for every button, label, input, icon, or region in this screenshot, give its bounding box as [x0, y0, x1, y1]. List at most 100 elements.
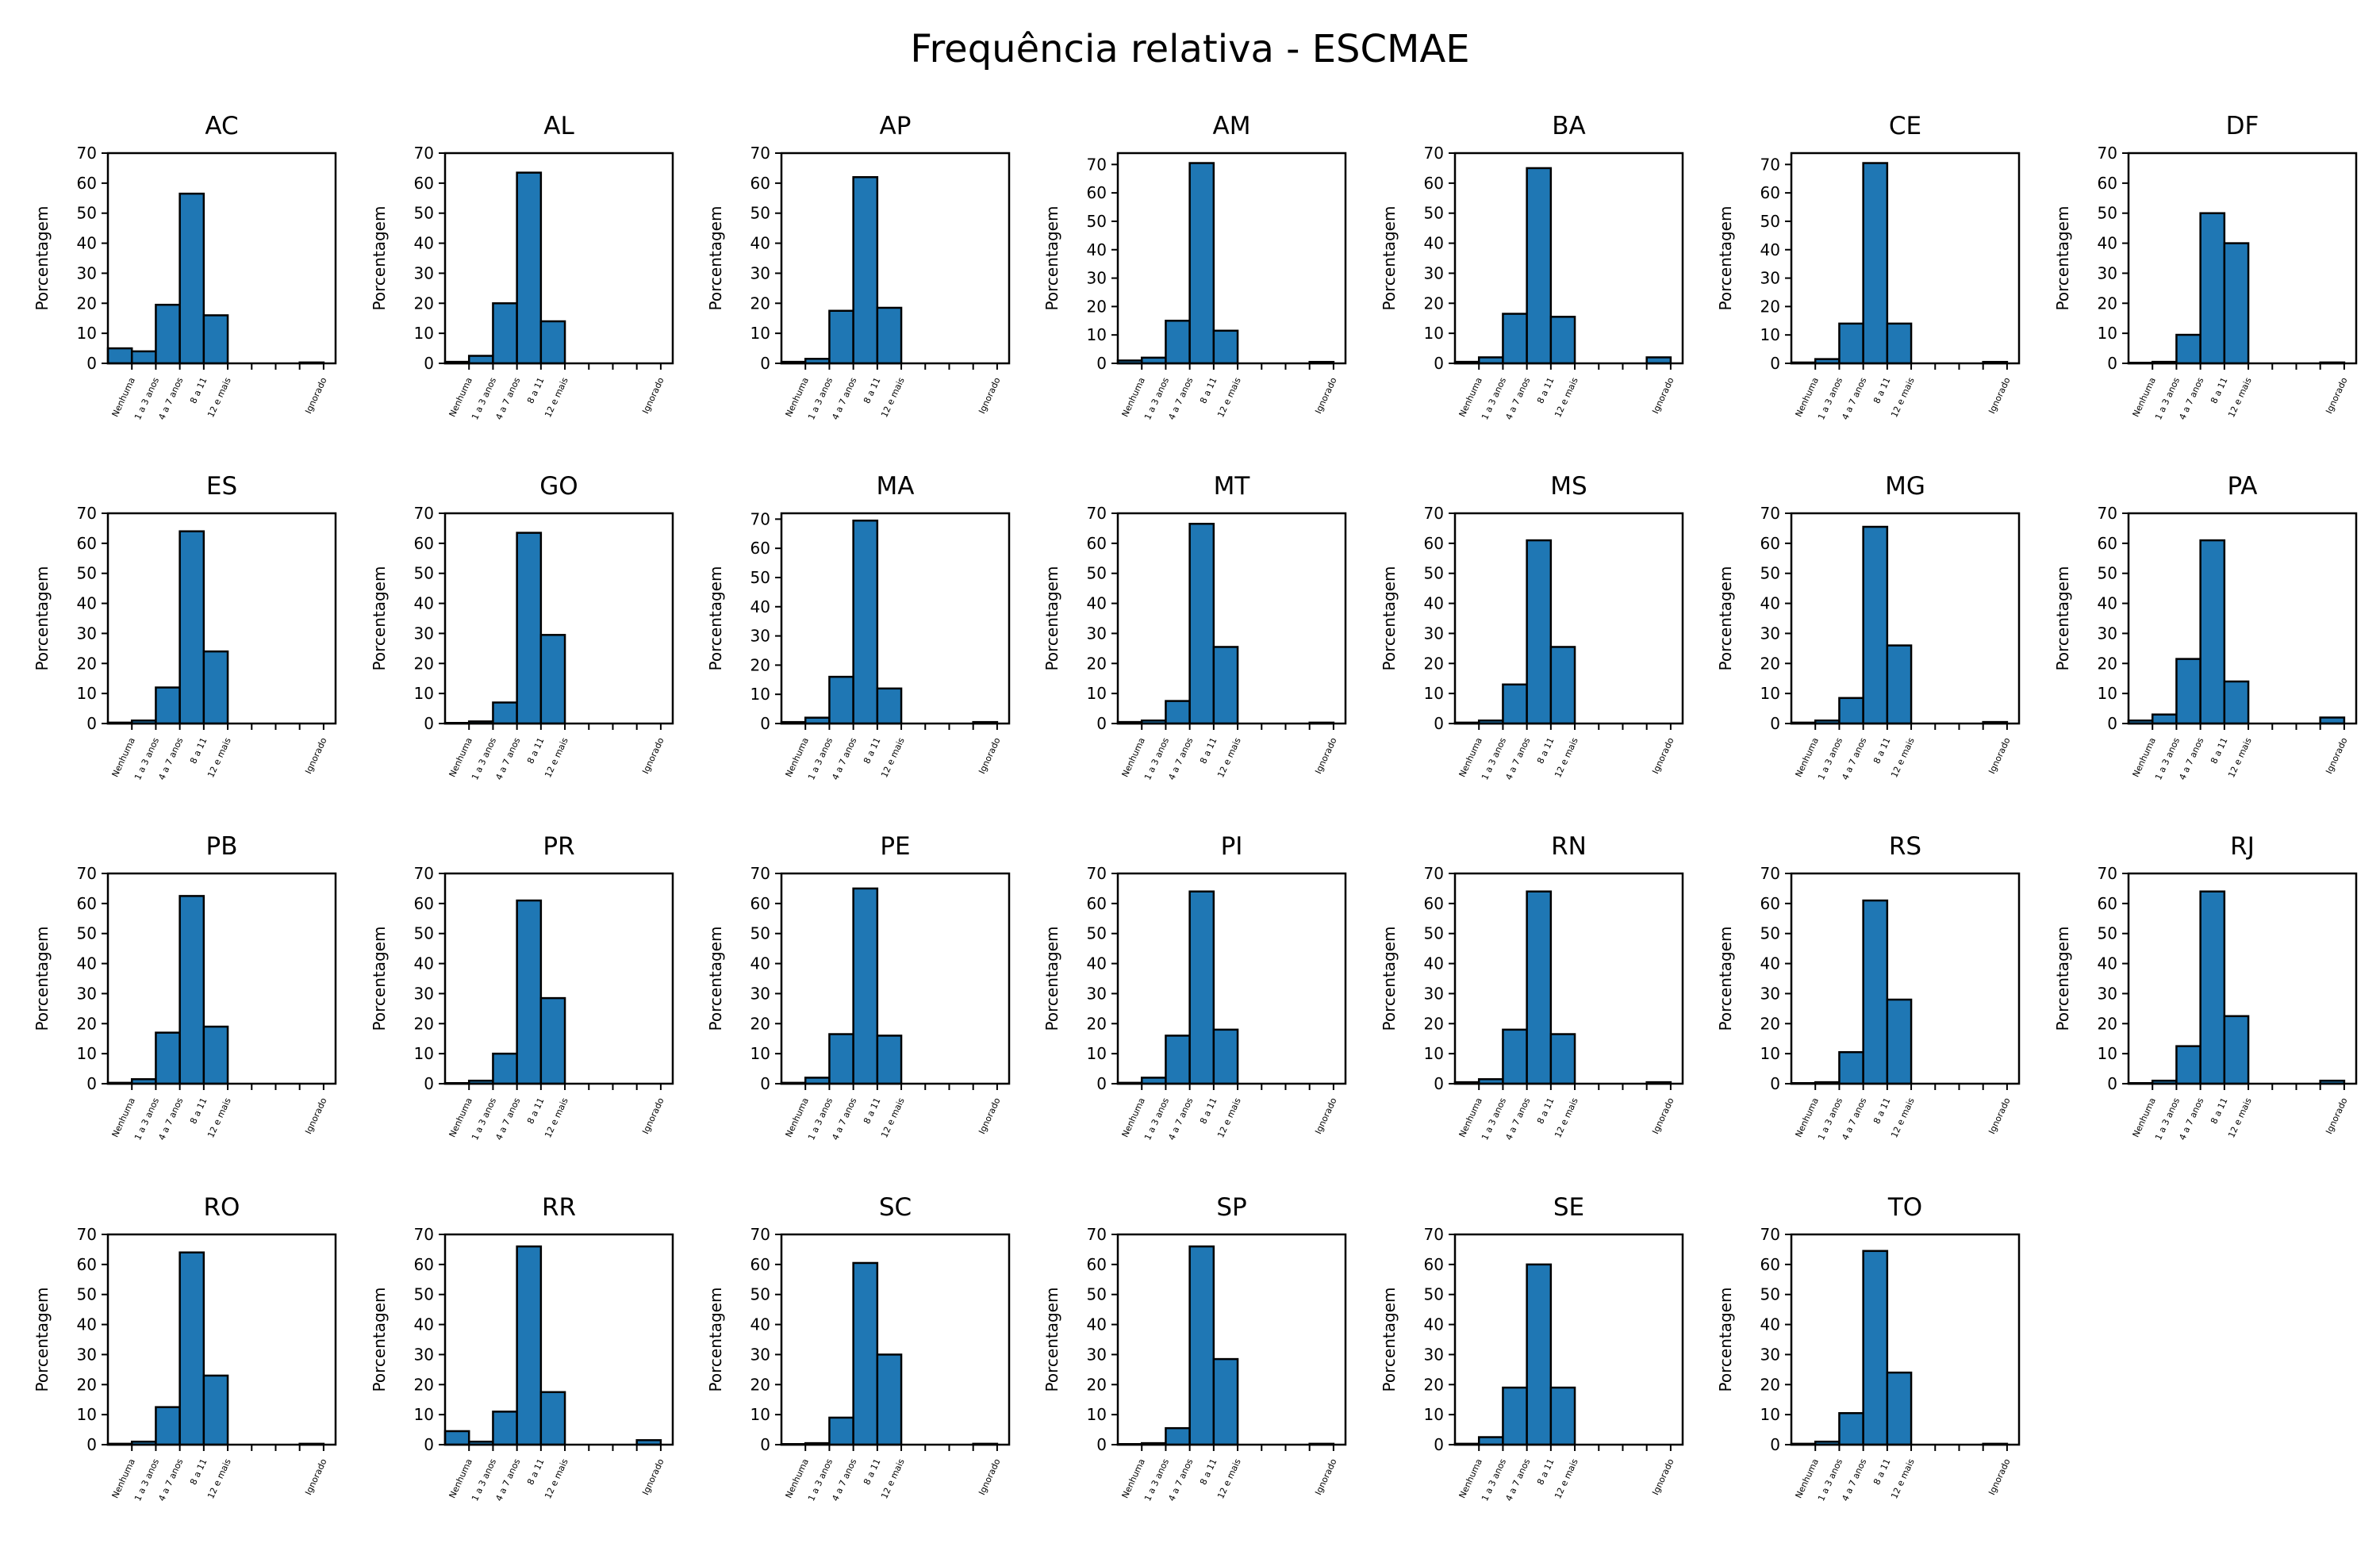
x-tick-label: Ignorado [1650, 1096, 1676, 1136]
x-tick-label: 4 a 7 anos [1840, 1457, 1868, 1503]
panel-title: RR [542, 1193, 576, 1222]
bar [852, 1261, 879, 1446]
y-tick-label: 70 [1087, 864, 1107, 883]
y-axis-label: Porcentagem [370, 206, 389, 311]
y-axis-label: Porcentagem [706, 566, 725, 671]
x-tick-label: Nenhuma [447, 1457, 474, 1500]
y-tick-label: 60 [750, 174, 770, 193]
x-tick-label: 12 e mais [1215, 1457, 1243, 1501]
x-tick-label: Nenhuma [2131, 736, 2158, 779]
y-tick-label: 40 [414, 954, 434, 973]
y-tick-label: 0 [1096, 714, 1107, 733]
y-tick-label: 50 [750, 924, 770, 943]
y-tick-label: 50 [1087, 1285, 1107, 1304]
axes-frame [780, 872, 1011, 1085]
x-tick-label: 8 a 11 [862, 1096, 882, 1126]
y-tick-label: 20 [750, 1014, 770, 1033]
y-tick-label: 50 [750, 204, 770, 223]
y-tick-label: 70 [750, 864, 770, 883]
y-tick-label: 40 [1424, 1315, 1444, 1334]
axes-frame [443, 152, 674, 365]
bar [1165, 1035, 1191, 1085]
x-tick-label: Nenhuma [1457, 1457, 1484, 1500]
y-tick-label: 60 [414, 174, 434, 193]
x-tick-label: Ignorado [303, 736, 329, 776]
y-tick-label: 60 [414, 894, 434, 913]
bar [1526, 890, 1553, 1085]
bar [130, 350, 157, 365]
x-tick-label: 4 a 7 anos [2177, 376, 2205, 422]
bar [1549, 1386, 1576, 1446]
bar [1862, 899, 1889, 1085]
y-tick-label: 0 [1434, 714, 1444, 733]
y-tick-label: 0 [1770, 1435, 1780, 1454]
bar [1886, 1371, 1913, 1446]
bar [516, 171, 543, 365]
y-tick-label: 10 [1760, 325, 1780, 344]
y-tick-label: 40 [2098, 954, 2117, 973]
x-tick-label: 4 a 7 anos [1166, 1096, 1195, 1142]
bar [1838, 1412, 1864, 1446]
y-tick-label: 0 [2107, 714, 2117, 733]
y-tick-label: 20 [1087, 1375, 1107, 1394]
bar [2175, 658, 2202, 725]
y-tick-label: 10 [750, 324, 770, 343]
y-tick-label: 10 [414, 1044, 434, 1063]
axes-frame [106, 152, 337, 365]
bar [876, 306, 903, 365]
bar [2199, 890, 2226, 1085]
bar [1212, 1357, 1239, 1446]
y-tick-label: 50 [77, 924, 97, 943]
y-tick-label: 30 [2098, 263, 2117, 282]
y-tick-label: 0 [1096, 354, 1107, 373]
x-tick-label: Nenhuma [1794, 1457, 1821, 1500]
bar [155, 1031, 181, 1085]
x-tick-label: 4 a 7 anos [493, 1457, 522, 1503]
y-tick-label: 0 [1434, 354, 1444, 373]
panel-title: CE [1889, 112, 1921, 140]
y-tick-label: 60 [1760, 534, 1780, 553]
y-tick-label: 10 [1424, 324, 1444, 343]
bar [539, 996, 566, 1085]
y-tick-label: 10 [1760, 1044, 1780, 1063]
panel-title: AP [880, 112, 912, 140]
bar [202, 314, 229, 365]
y-axis-label: Porcentagem [1042, 927, 1061, 1031]
x-tick-label: 12 e mais [1889, 376, 1917, 420]
y-tick-label: 50 [1087, 212, 1107, 231]
y-tick-label: 0 [760, 1435, 770, 1454]
bar [492, 302, 518, 365]
y-tick-label: 0 [1770, 1074, 1780, 1093]
y-tick-label: 20 [1087, 1014, 1107, 1033]
x-tick-label: 4 a 7 anos [830, 1457, 858, 1503]
y-tick-label: 50 [1760, 212, 1780, 231]
bar [492, 1411, 518, 1446]
panel-title: PE [880, 832, 910, 861]
y-tick-label: 20 [77, 1014, 97, 1033]
y-tick-label: 20 [414, 294, 434, 313]
y-tick-label: 30 [414, 984, 434, 1003]
bar [467, 355, 494, 365]
x-tick-label: Nenhuma [784, 376, 811, 419]
y-tick-label: 60 [750, 894, 770, 913]
y-tick-label: 60 [2098, 534, 2117, 553]
bar [828, 1416, 854, 1446]
y-tick-label: 50 [414, 564, 434, 583]
y-tick-label: 40 [2098, 234, 2117, 253]
x-tick-label: Nenhuma [2131, 376, 2158, 419]
y-tick-label: 0 [1770, 714, 1780, 733]
y-tick-label: 10 [1424, 1044, 1444, 1063]
x-tick-label: 4 a 7 anos [1840, 1096, 1868, 1142]
y-tick-label: 40 [750, 234, 770, 253]
y-tick-label: 40 [77, 234, 97, 253]
y-tick-label: 10 [750, 1044, 770, 1063]
x-tick-label: 12 e mais [1215, 736, 1243, 780]
y-tick-label: 0 [424, 1435, 434, 1454]
x-tick-label: Ignorado [1313, 1457, 1339, 1497]
